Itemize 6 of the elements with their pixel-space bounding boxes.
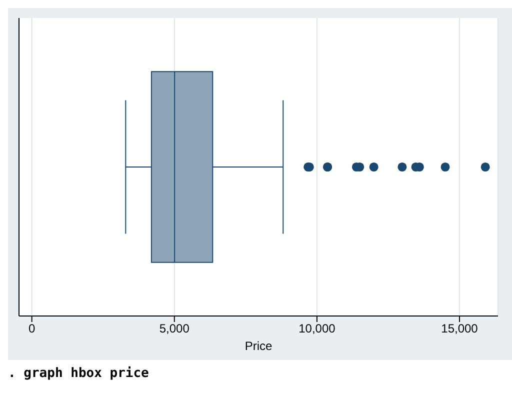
x-tick-label: 10,000	[298, 322, 336, 336]
x-axis-title: Price	[244, 339, 272, 353]
x-tick-label: 15,000	[441, 322, 478, 336]
x-tick-label: 5,000	[159, 322, 190, 336]
text: . graph hbox price	[8, 360, 512, 395]
x-tick-label: 0	[28, 322, 36, 336]
